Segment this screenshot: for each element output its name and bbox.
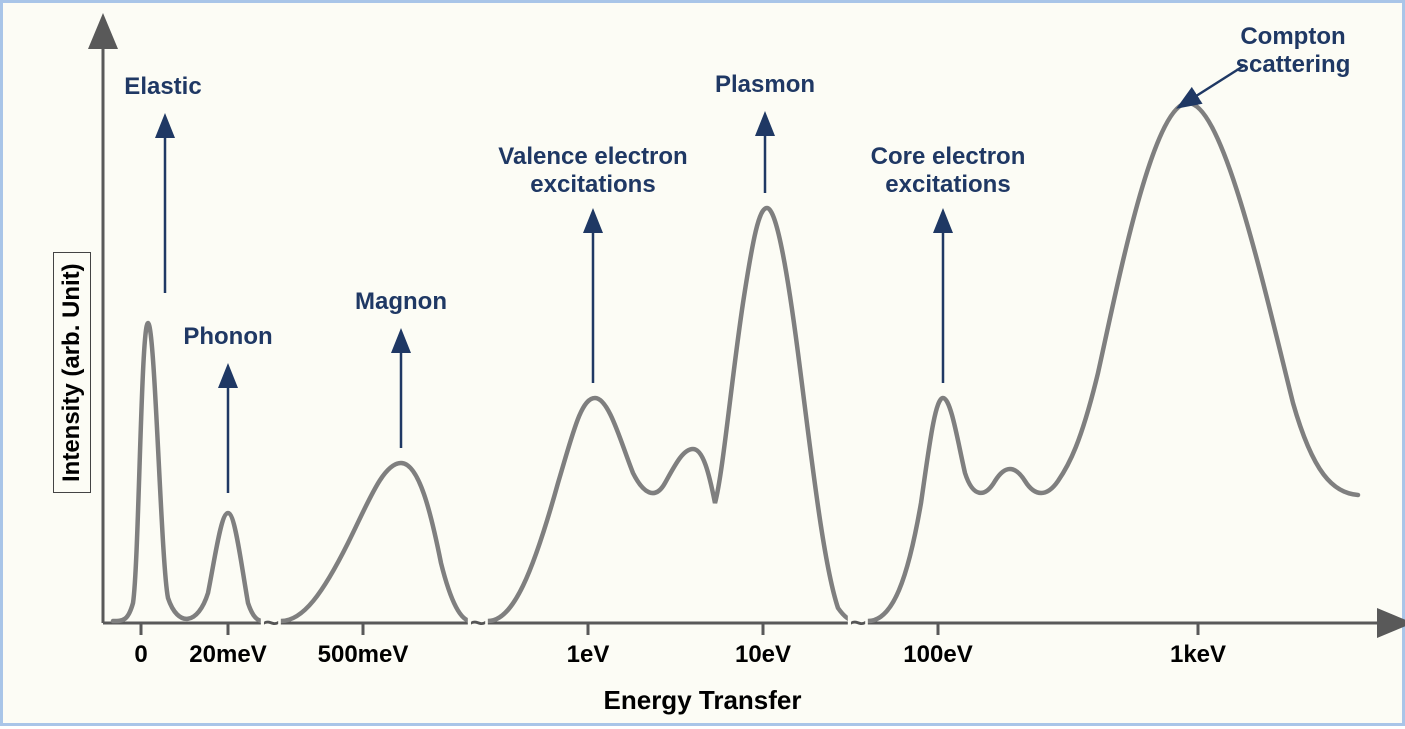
tick-label: 10eV	[735, 641, 791, 669]
spectrum-plot	[3, 3, 1405, 729]
x-axis-title: Energy Transfer	[604, 685, 802, 716]
peak-label-valence: Valence electron excitations	[498, 143, 687, 199]
peak-label-phonon: Phonon	[183, 323, 272, 351]
peak-label-elastic: Elastic	[124, 73, 201, 101]
axis-break: ~	[468, 607, 488, 639]
axis-break: ~	[261, 607, 281, 639]
figure-frame: Intensity (arb. Unit) Energy Transfer 02…	[0, 0, 1405, 726]
tick-label: 500meV	[318, 641, 409, 669]
tick-label: 1eV	[567, 641, 610, 669]
peak-label-compton: Compton scattering	[1236, 23, 1351, 79]
x-axis-title-text: Energy Transfer	[604, 685, 802, 715]
peak-label-plasmon: Plasmon	[715, 71, 815, 99]
curve-elastic-phonon	[113, 323, 263, 621]
peak-label-magnon: Magnon	[355, 288, 447, 316]
peak-label-core: Core electron excitations	[871, 143, 1026, 199]
tick-label: 1keV	[1170, 641, 1226, 669]
ticks	[141, 623, 1198, 635]
axis-break: ~	[848, 607, 868, 639]
curves	[113, 103, 1358, 621]
curve-valence-plasmon	[488, 208, 855, 621]
tick-label: 0	[134, 641, 147, 669]
tick-label: 100eV	[903, 641, 972, 669]
curve-magnon	[281, 463, 471, 621]
axes	[103, 43, 1383, 623]
tick-label: 20meV	[189, 641, 266, 669]
